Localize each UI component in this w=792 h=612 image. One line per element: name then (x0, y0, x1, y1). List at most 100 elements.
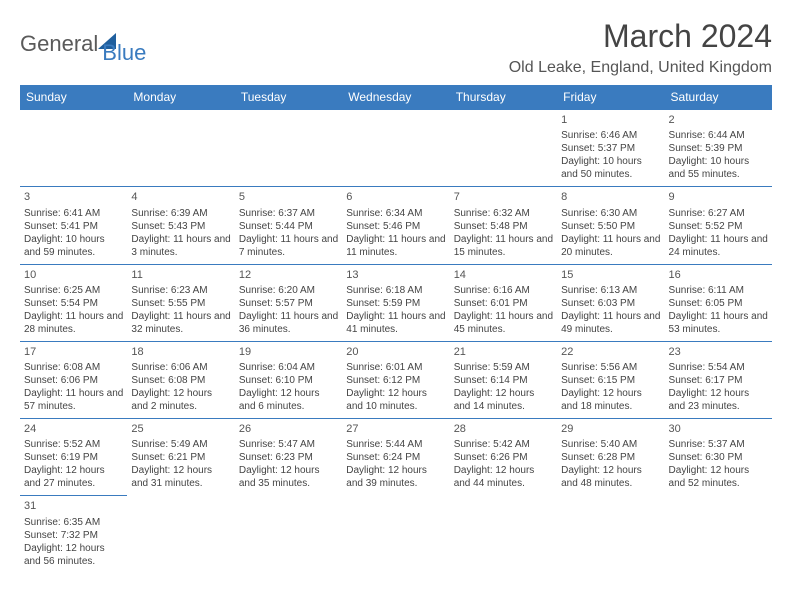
sunset-line: Sunset: 6:15 PM (561, 374, 660, 387)
day-number: 21 (454, 345, 553, 359)
calendar-cell: 7Sunrise: 6:32 AMSunset: 5:48 PMDaylight… (450, 187, 557, 264)
sunrise-line: Sunrise: 6:13 AM (561, 284, 660, 297)
daylight-line: Daylight: 12 hours and 44 minutes. (454, 464, 553, 490)
sunrise-line: Sunrise: 5:59 AM (454, 361, 553, 374)
sunset-line: Sunset: 6:21 PM (131, 451, 230, 464)
sunrise-line: Sunrise: 6:01 AM (346, 361, 445, 374)
sunrise-line: Sunrise: 6:04 AM (239, 361, 338, 374)
sunrise-line: Sunrise: 6:34 AM (346, 207, 445, 220)
daylight-line: Daylight: 11 hours and 53 minutes. (669, 310, 768, 336)
calendar-cell: 13Sunrise: 6:18 AMSunset: 5:59 PMDayligh… (342, 264, 449, 341)
logo-text-general: General (20, 31, 98, 57)
daylight-line: Daylight: 11 hours and 41 minutes. (346, 310, 445, 336)
weekday-header: Friday (557, 85, 664, 110)
calendar-cell: 11Sunrise: 6:23 AMSunset: 5:55 PMDayligh… (127, 264, 234, 341)
calendar-cell (127, 496, 234, 573)
weekday-header-row: SundayMondayTuesdayWednesdayThursdayFrid… (20, 85, 772, 110)
calendar-cell: 15Sunrise: 6:13 AMSunset: 6:03 PMDayligh… (557, 264, 664, 341)
weekday-header: Sunday (20, 85, 127, 110)
sunrise-line: Sunrise: 6:27 AM (669, 207, 768, 220)
sunrise-line: Sunrise: 6:37 AM (239, 207, 338, 220)
sunset-line: Sunset: 6:06 PM (24, 374, 123, 387)
sunset-line: Sunset: 5:41 PM (24, 220, 123, 233)
day-number: 10 (24, 268, 123, 282)
weekday-header: Saturday (665, 85, 772, 110)
day-number: 6 (346, 190, 445, 204)
calendar-table: SundayMondayTuesdayWednesdayThursdayFrid… (20, 85, 772, 573)
daylight-line: Daylight: 10 hours and 55 minutes. (669, 155, 768, 181)
sunrise-line: Sunrise: 5:54 AM (669, 361, 768, 374)
calendar-cell: 3Sunrise: 6:41 AMSunset: 5:41 PMDaylight… (20, 187, 127, 264)
sunset-line: Sunset: 5:48 PM (454, 220, 553, 233)
daylight-line: Daylight: 11 hours and 28 minutes. (24, 310, 123, 336)
calendar-cell: 5Sunrise: 6:37 AMSunset: 5:44 PMDaylight… (235, 187, 342, 264)
daylight-line: Daylight: 12 hours and 48 minutes. (561, 464, 660, 490)
daylight-line: Daylight: 12 hours and 52 minutes. (669, 464, 768, 490)
daylight-line: Daylight: 11 hours and 57 minutes. (24, 387, 123, 413)
weekday-header: Monday (127, 85, 234, 110)
calendar-cell: 20Sunrise: 6:01 AMSunset: 6:12 PMDayligh… (342, 341, 449, 418)
calendar-cell: 10Sunrise: 6:25 AMSunset: 5:54 PMDayligh… (20, 264, 127, 341)
calendar-cell (450, 496, 557, 573)
daylight-line: Daylight: 12 hours and 35 minutes. (239, 464, 338, 490)
daylight-line: Daylight: 11 hours and 7 minutes. (239, 233, 338, 259)
day-number: 17 (24, 345, 123, 359)
month-title: March 2024 (509, 18, 772, 55)
calendar-cell: 23Sunrise: 5:54 AMSunset: 6:17 PMDayligh… (665, 341, 772, 418)
sunrise-line: Sunrise: 6:08 AM (24, 361, 123, 374)
calendar-cell: 29 Sunrise: 5:40 AMSunset: 6:28 PMDayligh… (557, 419, 664, 496)
sunrise-line: Sunrise: 5:52 AM (24, 438, 123, 451)
calendar-cell (557, 496, 664, 573)
weekday-header: Thursday (450, 85, 557, 110)
sunset-line: Sunset: 6:23 PM (239, 451, 338, 464)
day-number: 15 (561, 268, 660, 282)
sunset-line: Sunset: 6:08 PM (131, 374, 230, 387)
day-number: 20 (346, 345, 445, 359)
daylight-line: Daylight: 11 hours and 3 minutes. (131, 233, 230, 259)
calendar-row: 17Sunrise: 6:08 AMSunset: 6:06 PMDayligh… (20, 341, 772, 418)
sunrise-line: Sunrise: 6:06 AM (131, 361, 230, 374)
daylight-line: Daylight: 12 hours and 39 minutes. (346, 464, 445, 490)
sunrise-line: Sunrise: 6:20 AM (239, 284, 338, 297)
day-number: 8 (561, 190, 660, 204)
day-number: 3 (24, 190, 123, 204)
sunrise-line: Sunrise: 5:40 AM (561, 438, 660, 451)
sunrise-line: Sunrise: 6:35 AM (24, 516, 123, 529)
calendar-cell: 17 Sunrise: 6:08 AMSunset: 6:06 PMDayligh… (20, 341, 127, 418)
sunrise-line: Sunrise: 6:44 AM (669, 129, 768, 142)
day-number: 26 (239, 422, 338, 436)
location: Old Leake, England, United Kingdom (509, 59, 772, 77)
calendar-cell: 12Sunrise: 6:20 AMSunset: 5:57 PMDayligh… (235, 264, 342, 341)
day-number: 29 (561, 422, 660, 436)
calendar-cell: 30Sunrise: 5:37 AMSunset: 6:30 PMDayligh… (665, 419, 772, 496)
daylight-line: Daylight: 12 hours and 23 minutes. (669, 387, 768, 413)
calendar-cell (450, 110, 557, 187)
daylight-line: Daylight: 11 hours and 15 minutes. (454, 233, 553, 259)
sunrise-line: Sunrise: 6:41 AM (24, 207, 123, 220)
sunrise-line: Sunrise: 6:39 AM (131, 207, 230, 220)
calendar-cell (127, 110, 234, 187)
day-number: 7 (454, 190, 553, 204)
sunset-line: Sunset: 5:59 PM (346, 297, 445, 310)
calendar-cell (342, 110, 449, 187)
sunset-line: Sunset: 5:44 PM (239, 220, 338, 233)
sunrise-line: Sunrise: 6:25 AM (24, 284, 123, 297)
calendar-cell: 14Sunrise: 6:16 AMSunset: 6:01 PMDayligh… (450, 264, 557, 341)
calendar-cell: 28Sunrise: 5:42 AMSunset: 6:26 PMDayligh… (450, 419, 557, 496)
calendar-row: 1Sunrise: 6:46 AMSunset: 5:37 PMDaylight… (20, 110, 772, 187)
sunset-line: Sunset: 5:39 PM (669, 142, 768, 155)
sunset-line: Sunset: 5:46 PM (346, 220, 445, 233)
weekday-header: Wednesday (342, 85, 449, 110)
day-number: 9 (669, 190, 768, 204)
daylight-line: Daylight: 12 hours and 18 minutes. (561, 387, 660, 413)
calendar-row: 24Sunrise: 5:52 AMSunset: 6:19 PMDayligh… (20, 419, 772, 496)
sunset-line: Sunset: 5:52 PM (669, 220, 768, 233)
daylight-line: Daylight: 12 hours and 10 minutes. (346, 387, 445, 413)
daylight-line: Daylight: 11 hours and 36 minutes. (239, 310, 338, 336)
day-number: 31 (24, 499, 123, 513)
day-number: 27 (346, 422, 445, 436)
header: General Blue March 2024 Old Leake, Engla… (20, 18, 772, 77)
sunset-line: Sunset: 6:28 PM (561, 451, 660, 464)
calendar-cell: 31Sunrise: 6:35 AMSunset: 7:32 PMDayligh… (20, 496, 127, 573)
sunset-line: Sunset: 6:10 PM (239, 374, 338, 387)
